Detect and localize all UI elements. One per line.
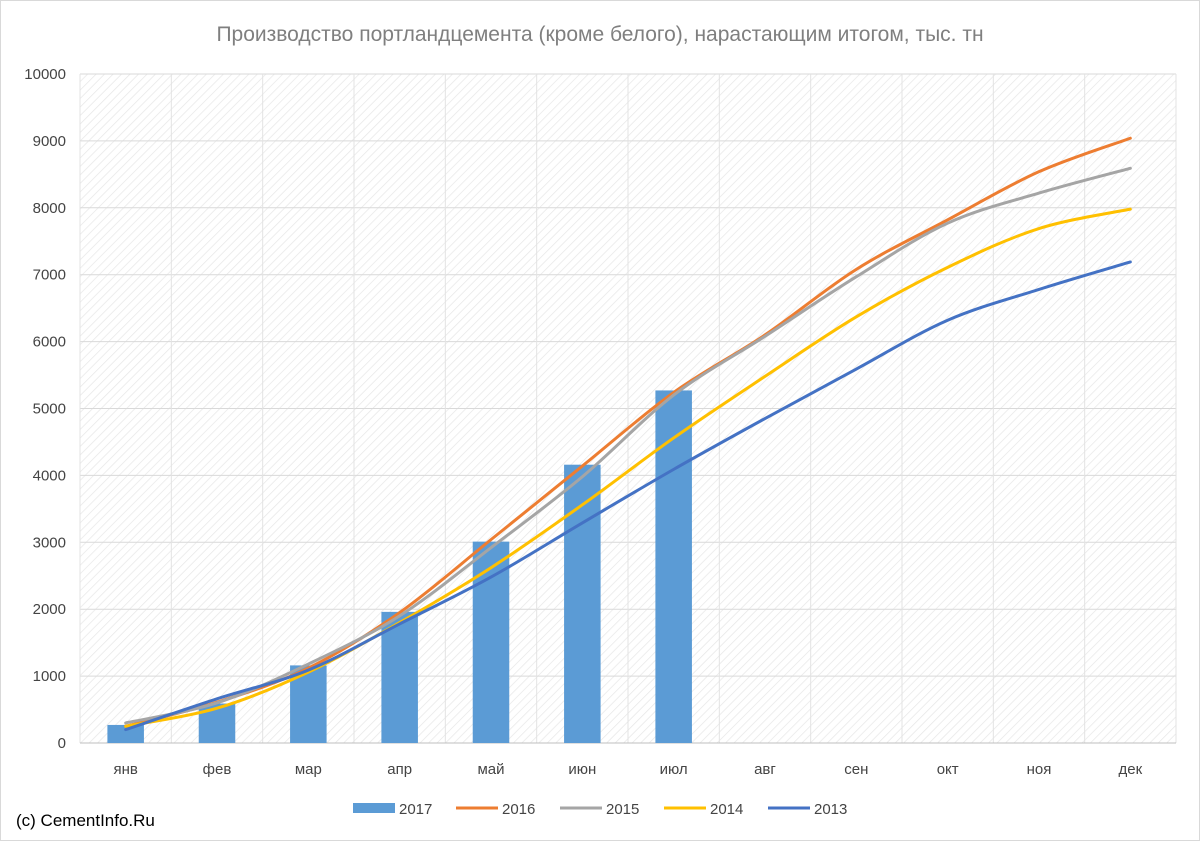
x-tick-label: ноя bbox=[1027, 761, 1052, 778]
bar-2017-июн bbox=[564, 464, 601, 743]
source-note: (c) CementInfo.Ru bbox=[16, 811, 155, 830]
legend-label-2014: 2014 bbox=[710, 801, 743, 818]
legend-label-2016: 2016 bbox=[502, 801, 535, 818]
x-axis: янв фев мар апр май июн июл авг сен окт ноя дек bbox=[80, 742, 1176, 778]
x-tick-label: май bbox=[477, 761, 504, 778]
x-tick-label: июл bbox=[660, 761, 688, 778]
y-tick-label: 4000 bbox=[33, 467, 66, 484]
line-2015 bbox=[124, 166, 1132, 725]
legend-swatch-2017 bbox=[353, 803, 395, 813]
legend: 2017 2016 2015 2014 2013 bbox=[353, 801, 847, 818]
y-tick-label: 2000 bbox=[33, 601, 66, 618]
legend-label-2015: 2015 bbox=[606, 801, 639, 818]
y-tick-label: 3000 bbox=[33, 534, 66, 551]
x-tick-label: дек bbox=[1118, 761, 1142, 778]
legend-label-2017: 2017 bbox=[399, 801, 432, 818]
y-tick-label: 1000 bbox=[33, 668, 66, 685]
bar-series bbox=[107, 390, 692, 743]
y-tick-label: 8000 bbox=[33, 200, 66, 217]
x-tick-label: мар bbox=[295, 761, 322, 778]
y-axis: 0 1000 2000 3000 4000 5000 6000 7000 8000 9000 100… bbox=[24, 66, 66, 752]
bar-2017-апр bbox=[381, 611, 418, 743]
y-tick-label: 5000 bbox=[33, 401, 66, 418]
legend-label-2013: 2013 bbox=[814, 801, 847, 818]
line-2016 bbox=[124, 136, 1132, 728]
x-tick-label: янв bbox=[113, 761, 137, 778]
bar-2017-май bbox=[472, 541, 510, 743]
x-tick-label: авг bbox=[754, 761, 776, 778]
chart-title: Производство портландцемента (кроме бело… bbox=[216, 23, 983, 46]
bar-2017-янв bbox=[107, 724, 144, 743]
line-2014 bbox=[124, 207, 1132, 728]
y-tick-label: 0 bbox=[58, 735, 66, 752]
line-series bbox=[124, 136, 1132, 732]
x-tick-label: июн bbox=[568, 761, 596, 778]
x-tick-label: сен bbox=[844, 761, 868, 778]
x-tick-label: апр bbox=[387, 761, 412, 778]
y-tick-label: 7000 bbox=[33, 267, 66, 284]
bar-2017-июл bbox=[655, 390, 692, 743]
x-tick-label: окт bbox=[937, 761, 959, 778]
line-2013 bbox=[124, 260, 1132, 732]
y-tick-label: 9000 bbox=[33, 133, 66, 150]
y-tick-label: 6000 bbox=[33, 334, 66, 351]
y-tick-label: 10000 bbox=[24, 66, 66, 83]
x-tick-label: фев bbox=[203, 761, 232, 778]
